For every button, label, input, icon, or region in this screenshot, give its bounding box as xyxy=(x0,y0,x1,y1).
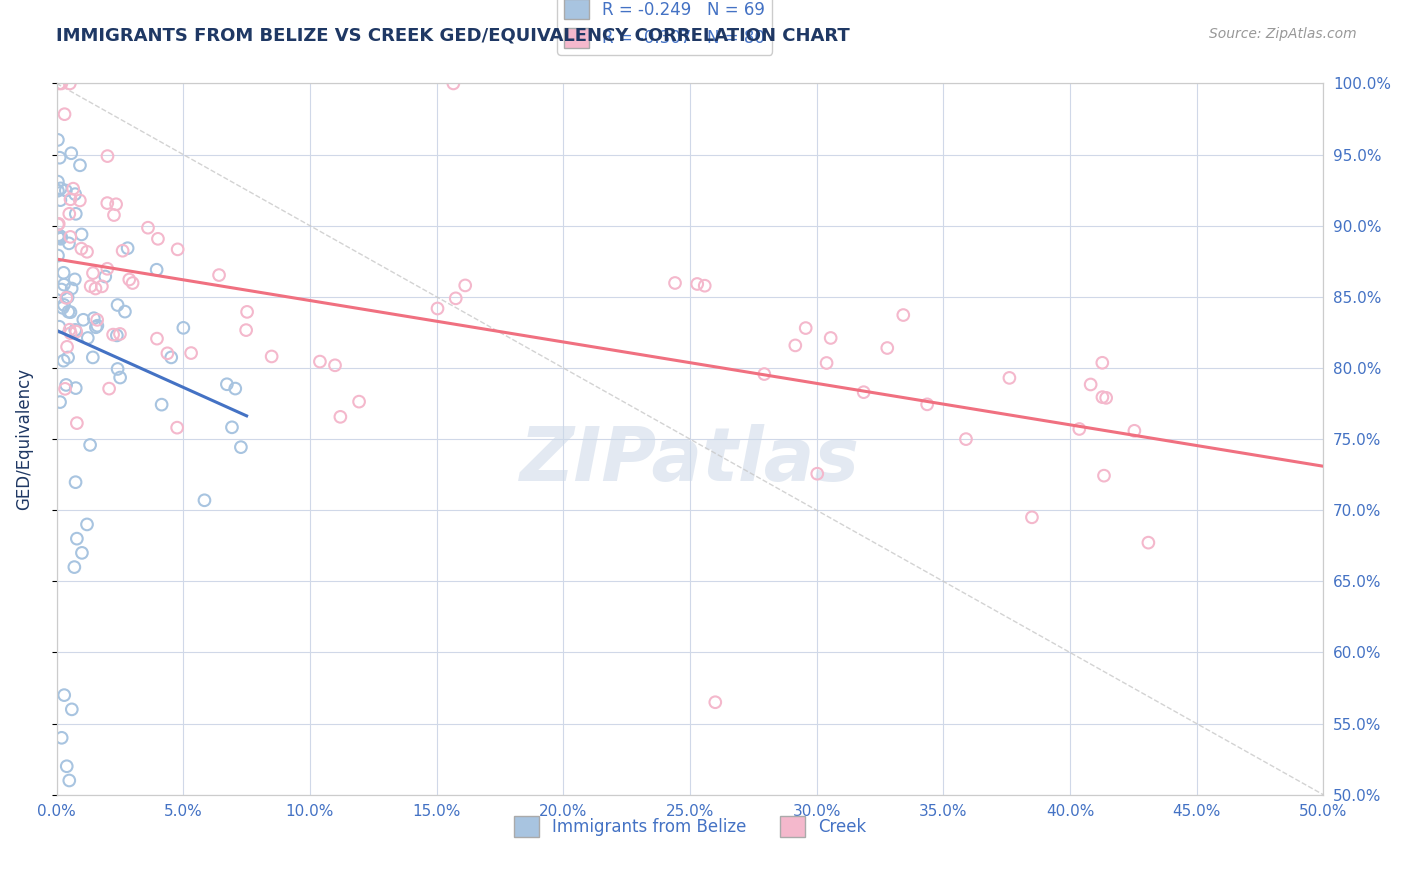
Point xyxy=(309,354,332,368)
Point xyxy=(55,759,77,773)
Point xyxy=(915,397,938,411)
Point xyxy=(56,290,79,304)
Point xyxy=(236,305,259,319)
Point xyxy=(704,695,727,709)
Point xyxy=(156,346,179,360)
Point xyxy=(84,281,107,295)
Point xyxy=(111,244,134,258)
Point xyxy=(52,301,75,315)
Point xyxy=(215,377,238,392)
Point xyxy=(1080,377,1102,392)
Point xyxy=(891,308,914,322)
Point xyxy=(235,323,257,337)
Point xyxy=(76,244,98,259)
Point xyxy=(69,158,91,172)
Point xyxy=(998,371,1021,385)
Point xyxy=(166,420,188,434)
Point xyxy=(686,277,709,291)
Point xyxy=(117,241,139,255)
Point xyxy=(806,467,828,481)
Point xyxy=(955,432,977,446)
Point xyxy=(82,266,104,280)
Point xyxy=(51,283,73,297)
Point xyxy=(96,149,118,163)
Point xyxy=(60,146,83,161)
Point xyxy=(53,107,76,121)
Point xyxy=(59,323,82,337)
Point xyxy=(160,351,183,365)
Point xyxy=(1092,468,1115,483)
Point xyxy=(136,220,159,235)
Point xyxy=(46,230,69,244)
Point xyxy=(48,217,70,231)
Point xyxy=(1069,422,1091,436)
Point xyxy=(59,305,82,319)
Point xyxy=(56,351,79,365)
Point xyxy=(79,438,101,452)
Point xyxy=(58,207,80,221)
Point xyxy=(55,378,77,392)
Text: IMMIGRANTS FROM BELIZE VS CREEK GED/EQUIVALENCY CORRELATION CHART: IMMIGRANTS FROM BELIZE VS CREEK GED/EQUI… xyxy=(56,27,851,45)
Point xyxy=(70,227,93,242)
Point xyxy=(66,416,89,430)
Point xyxy=(53,382,76,396)
Point xyxy=(69,194,91,208)
Point xyxy=(815,356,838,370)
Point xyxy=(107,362,129,376)
Point xyxy=(65,207,87,221)
Point xyxy=(94,269,117,284)
Point xyxy=(49,230,72,244)
Point xyxy=(101,327,124,342)
Point xyxy=(53,688,76,702)
Text: Source: ZipAtlas.com: Source: ZipAtlas.com xyxy=(1209,27,1357,41)
Point xyxy=(49,395,72,409)
Point xyxy=(60,702,83,716)
Point xyxy=(83,311,105,326)
Point xyxy=(118,272,141,286)
Point xyxy=(146,232,169,246)
Point xyxy=(172,321,194,335)
Point xyxy=(65,323,87,337)
Point xyxy=(107,298,129,312)
Point xyxy=(103,208,125,222)
Point xyxy=(66,532,89,546)
Point xyxy=(70,242,93,256)
Point xyxy=(79,279,101,293)
Point xyxy=(53,277,76,292)
Point xyxy=(90,279,112,293)
Point xyxy=(98,382,121,396)
Point xyxy=(329,409,352,424)
Point xyxy=(1095,391,1118,405)
Point xyxy=(46,249,69,263)
Point xyxy=(224,382,246,396)
Point xyxy=(664,276,686,290)
Point xyxy=(221,420,243,434)
Point xyxy=(70,546,93,560)
Point xyxy=(49,181,72,195)
Point xyxy=(48,228,70,243)
Point xyxy=(58,773,80,788)
Point xyxy=(59,192,82,206)
Point xyxy=(1091,356,1114,370)
Point xyxy=(46,184,69,198)
Point xyxy=(260,350,283,364)
Point xyxy=(426,301,449,316)
Y-axis label: GED/Equivalency: GED/Equivalency xyxy=(15,368,32,510)
Point xyxy=(55,291,77,305)
Point xyxy=(48,151,70,165)
Point xyxy=(1123,424,1146,438)
Point xyxy=(150,398,173,412)
Point xyxy=(785,338,807,352)
Point xyxy=(52,298,75,312)
Point xyxy=(166,243,188,257)
Point xyxy=(59,326,82,341)
Point xyxy=(108,370,131,384)
Point xyxy=(49,232,72,246)
Point xyxy=(46,175,69,189)
Point xyxy=(59,77,82,91)
Point xyxy=(48,77,70,91)
Legend: Immigrants from Belize, Creek: Immigrants from Belize, Creek xyxy=(508,810,873,843)
Point xyxy=(180,346,202,360)
Point xyxy=(1137,535,1160,549)
